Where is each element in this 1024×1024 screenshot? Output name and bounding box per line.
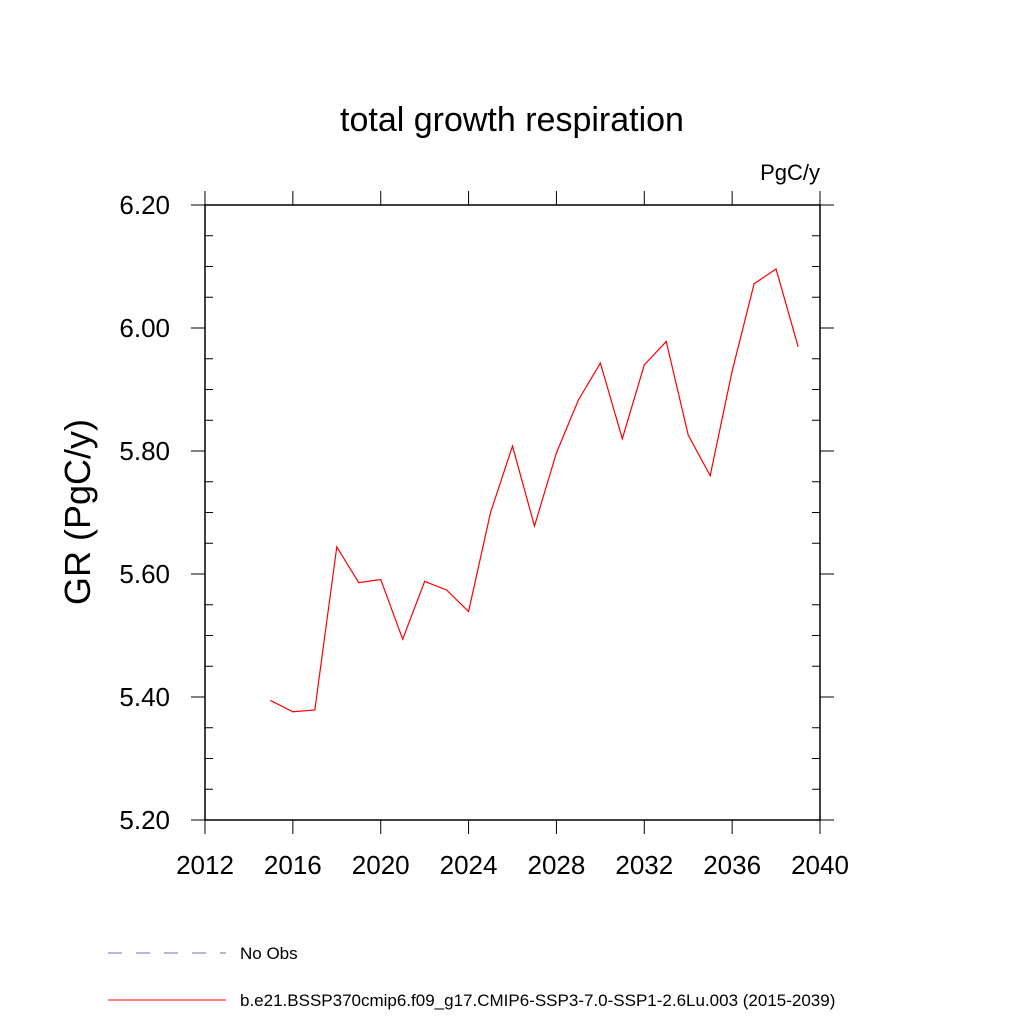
- plot-frame: [204, 204, 821, 821]
- data-point: [797, 345, 799, 348]
- y-tick-label: 5.20: [119, 805, 170, 835]
- data-point: [577, 399, 579, 401]
- axis-ticks: [191, 191, 834, 834]
- data-series: [270, 268, 799, 713]
- data-point: [533, 525, 536, 527]
- y-tick-label: 6.20: [119, 190, 170, 220]
- data-point: [709, 475, 711, 477]
- y-tick-label: 5.80: [119, 436, 170, 466]
- data-point: [753, 283, 755, 285]
- y-axis-label: GR (PgC/y): [57, 419, 98, 605]
- units-label: PgC/y: [760, 160, 820, 185]
- x-tick-label: 2032: [615, 850, 673, 880]
- chart-title: total growth respiration: [340, 101, 684, 139]
- series-line: [270, 268, 799, 713]
- data-point: [446, 589, 448, 591]
- data-point: [467, 610, 470, 613]
- data-point: [424, 580, 426, 582]
- legend-label-model-run: b.e21.BSSP370cmip6.f09_g17.CMIP6-SSP3-7.…: [240, 991, 835, 1010]
- data-point: [358, 582, 360, 584]
- x-tick-label: 2012: [176, 850, 234, 880]
- data-point: [599, 362, 601, 364]
- data-point: [336, 546, 338, 548]
- data-point: [621, 438, 623, 440]
- y-tick-label: 5.40: [119, 682, 170, 712]
- data-point: [731, 370, 733, 372]
- x-tick-label: 2040: [791, 850, 849, 880]
- legend: No Obs b.e21.BSSP370cmip6.f09_g17.CMIP6-…: [108, 944, 835, 1010]
- data-point: [511, 445, 514, 447]
- y-tick-label: 6.00: [119, 313, 170, 343]
- y-tick-label: 5.60: [119, 559, 170, 589]
- data-point: [380, 578, 382, 581]
- x-tick-label: 2020: [352, 850, 410, 880]
- x-tick-label: 2016: [264, 850, 322, 880]
- data-point: [402, 638, 404, 640]
- data-point: [643, 364, 645, 366]
- x-tick-label: 2024: [440, 850, 498, 880]
- data-point: [555, 452, 558, 454]
- data-point: [665, 340, 667, 343]
- data-point: [775, 268, 777, 270]
- data-point: [314, 709, 316, 711]
- x-tick-label: 2036: [703, 850, 761, 880]
- x-tick-label: 2028: [528, 850, 586, 880]
- legend-label-no-obs: No Obs: [240, 944, 298, 963]
- data-point: [489, 511, 492, 514]
- data-point: [292, 711, 294, 713]
- axis-tick-labels: 2012 2016 2020 2024 2028 2032 2036 2040 5.20 5.40…: [119, 190, 849, 880]
- data-point: [687, 434, 689, 436]
- data-point: [270, 700, 272, 702]
